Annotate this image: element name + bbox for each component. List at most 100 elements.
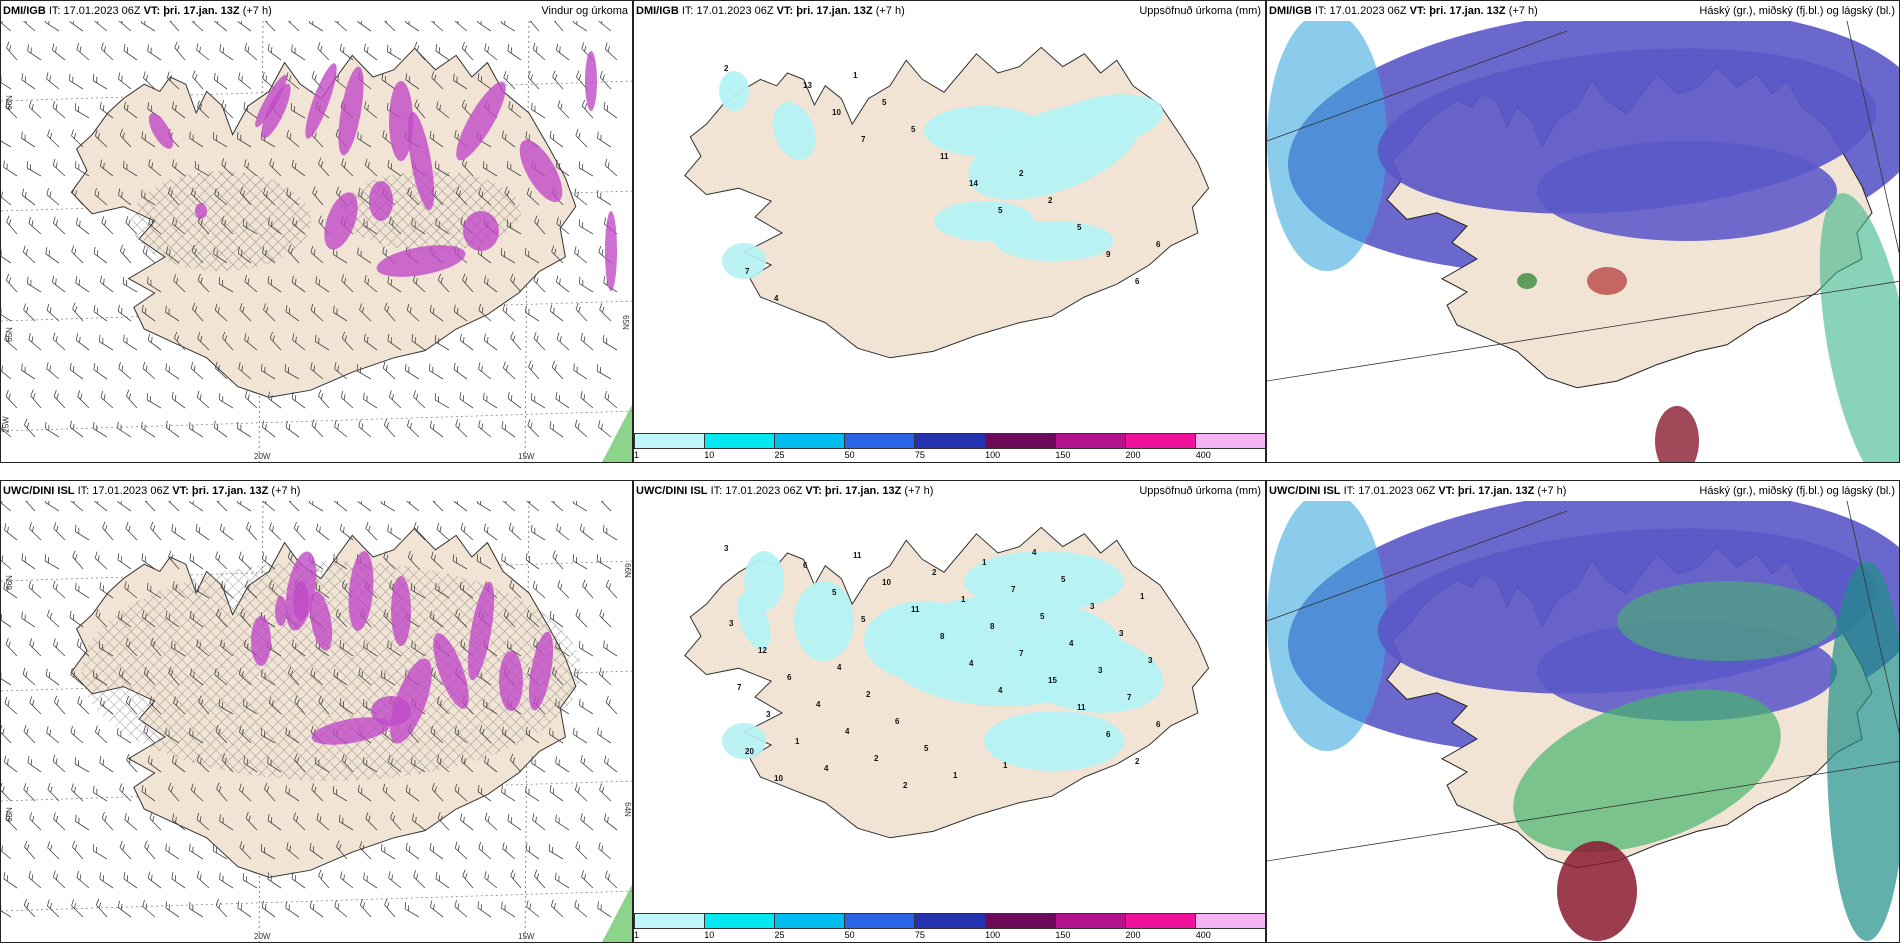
- wind-barb: [318, 389, 330, 409]
- wind-barb: [339, 698, 354, 715]
- legend-tick-label: 10: [704, 930, 715, 940]
- wind-barb: [311, 783, 324, 802]
- precip-area: [864, 601, 984, 681]
- wind-barb: [387, 160, 402, 177]
- wind-barb: [75, 217, 90, 235]
- wind-barb: [244, 274, 258, 293]
- wind-barb: [316, 523, 330, 541]
- wind-barb: [244, 390, 258, 409]
- wind-barb: [118, 21, 132, 32]
- wind-barb: [386, 44, 402, 61]
- wind-barb: [140, 21, 156, 32]
- wind-barb: [526, 501, 540, 512]
- wind-barb: [244, 42, 258, 61]
- wind-barb: [21, 73, 36, 90]
- wind-barb: [603, 524, 618, 541]
- wind-barb: [46, 303, 60, 322]
- wind-barb: [476, 554, 492, 570]
- precip-streak: [348, 551, 374, 631]
- wind-barb: [243, 698, 258, 715]
- wind-barb: [526, 609, 540, 628]
- precip-area: [1004, 629, 1164, 713]
- wind-barb: [364, 158, 378, 177]
- wind-barb: [221, 753, 234, 773]
- wind-barb: [291, 159, 306, 177]
- precip-value-label: 4: [824, 764, 829, 773]
- wind-barb: [269, 158, 282, 177]
- wind-barb: [220, 639, 234, 657]
- wind-barb: [574, 419, 588, 438]
- wind-barb: [190, 361, 204, 380]
- wind-barb: [509, 580, 522, 599]
- wind-barb: [3, 160, 18, 177]
- wind-barb: [333, 501, 348, 512]
- wind-barb: [357, 247, 372, 264]
- wind-barb: [387, 524, 402, 541]
- wind-barb: [123, 43, 138, 61]
- wind-barb: [407, 187, 420, 206]
- wind-barb: [598, 667, 612, 686]
- legend-tick-label: 50: [844, 930, 855, 940]
- wind-barb: [407, 550, 420, 570]
- wind-barb: [363, 640, 378, 657]
- wind-barb: [556, 217, 570, 235]
- wind-barb: [70, 725, 84, 744]
- wind-barb: [510, 753, 522, 773]
- wind-barb: [413, 390, 426, 409]
- wind-barb: [261, 363, 276, 380]
- wind-barb: [339, 43, 354, 61]
- accum-precip-panel-dmi: DMI/IGB IT: 17.01.2023 06Z VT: þri. 17.j…: [633, 0, 1266, 463]
- wind-barb: [69, 362, 84, 380]
- wind-barb: [333, 553, 348, 570]
- wind-barb: [478, 420, 492, 438]
- wind-barb: [141, 131, 156, 148]
- precip-value-label: 6: [1106, 730, 1111, 739]
- wind-barb: [363, 218, 378, 235]
- wind-barb: [459, 392, 474, 409]
- wind-barb: [550, 501, 564, 512]
- wind-barb: [1, 672, 12, 686]
- wind-barb: [434, 393, 450, 409]
- lat-label-65n: 65N: [4, 807, 14, 822]
- wind-barb: [335, 608, 348, 628]
- wind-barb: [479, 725, 492, 744]
- wind-barb: [575, 129, 588, 148]
- precip-streak: [311, 717, 391, 745]
- valid-time-label: VT:: [1438, 485, 1455, 497]
- init-time: IT: 17.01.2023 06Z: [1314, 5, 1407, 17]
- panel-header: DMI/IGB IT: 17.01.2023 06Z VT: þri. 17.j…: [1, 1, 632, 21]
- low-cloud-area: [1267, 21, 1387, 271]
- region-boundary: [1846, 501, 1899, 734]
- wind-barb: [238, 72, 252, 90]
- valid-time: þri. 17.jan. 13Z: [163, 5, 240, 17]
- wind-barb: [431, 71, 444, 90]
- wind-barb: [244, 159, 258, 177]
- wind-barb: [221, 100, 234, 119]
- wind-barb: [46, 187, 60, 206]
- wind-barb: [219, 44, 234, 61]
- precip-value-label: 1: [982, 558, 987, 567]
- wind-barb: [311, 418, 324, 438]
- init-time: IT: 17.01.2023 06Z: [77, 485, 170, 497]
- graticule-line: [1, 890, 632, 912]
- wind-barb: [46, 72, 60, 90]
- wind-barb: [174, 331, 186, 351]
- wind-barb: [555, 640, 570, 657]
- wind-barb: [261, 669, 276, 686]
- panel-header: UWC/DINI ISL IT: 17.01.2023 06Z VT: þri.…: [1, 481, 632, 501]
- legend-swatch: [845, 434, 916, 448]
- precip-streak: [389, 81, 413, 161]
- wind-barb: [267, 43, 282, 61]
- wind-barb: [310, 245, 324, 264]
- precip-value-label: 4: [1069, 639, 1074, 648]
- init-time: IT: 17.01.2023 06Z: [681, 5, 774, 17]
- wind-barb: [122, 277, 138, 293]
- wind-barb: [483, 392, 498, 409]
- wind-barb: [429, 842, 444, 860]
- wind-barb: [123, 160, 138, 177]
- precip-streak: [275, 596, 287, 626]
- wind-barb: [507, 44, 522, 61]
- wind-barb: [405, 363, 420, 380]
- precip-value-label: 11: [1077, 703, 1086, 712]
- precip-value-label: 2: [903, 781, 908, 790]
